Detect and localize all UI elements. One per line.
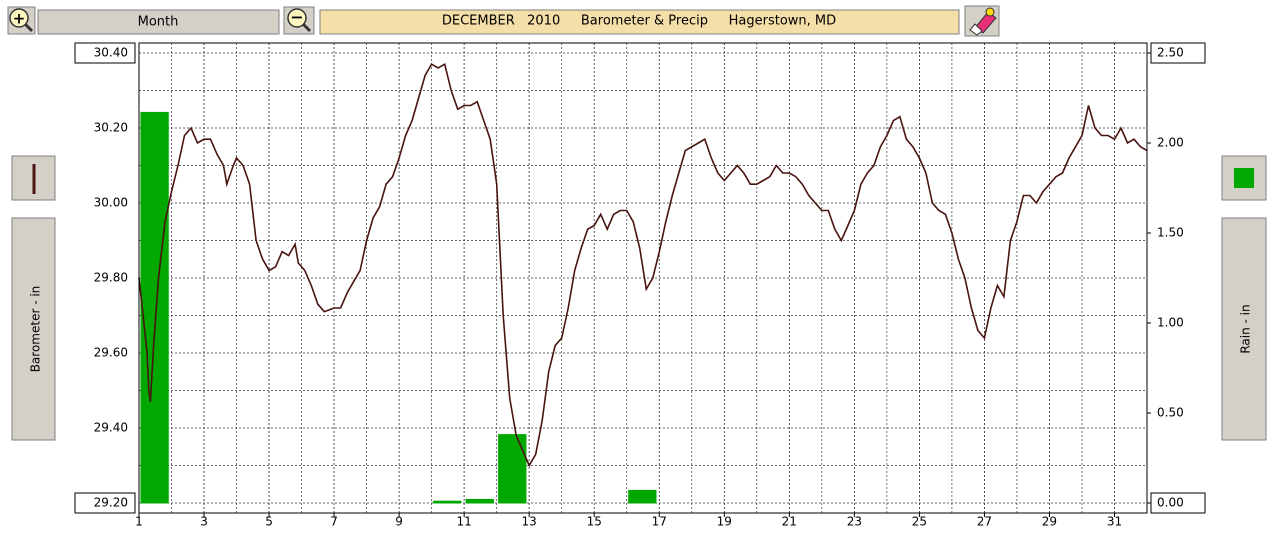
y2-tick-label: 0.00 xyxy=(1157,496,1184,510)
clear-button[interactable] xyxy=(964,5,1000,37)
y2-tick-label: 2.50 xyxy=(1157,46,1184,60)
rain-bar xyxy=(498,434,527,504)
x-tick-label: 27 xyxy=(977,515,992,529)
y2-tick-label: 1.50 xyxy=(1157,226,1184,240)
y-axis-label: Barometer - in xyxy=(29,286,43,373)
rain-bar xyxy=(433,500,462,504)
rain-legend xyxy=(1221,155,1267,201)
rain-bar xyxy=(465,498,494,504)
y2-tick-label: 0.50 xyxy=(1157,406,1184,420)
x-tick-label: 15 xyxy=(587,515,602,529)
svg-text:−: − xyxy=(290,8,303,27)
x-tick-label: 17 xyxy=(652,515,667,529)
x-tick-label: 13 xyxy=(522,515,537,529)
y-tick-label: 29.40 xyxy=(94,421,128,435)
x-tick-label: 19 xyxy=(717,515,732,529)
y-axis-panel xyxy=(11,217,56,441)
period-button[interactable] xyxy=(37,9,280,35)
x-tick-label: 7 xyxy=(330,515,338,529)
x-tick-label: 21 xyxy=(782,515,797,529)
title-box xyxy=(319,9,960,35)
x-tick-label: 29 xyxy=(1042,515,1057,529)
x-tick-label: 25 xyxy=(912,515,927,529)
zoom-in-button[interactable]: + xyxy=(7,6,36,35)
x-tick-label: 31 xyxy=(1107,515,1122,529)
y2-tick-label: 1.00 xyxy=(1157,316,1184,330)
y-tick-box xyxy=(74,42,136,64)
y-tick-label: 29.80 xyxy=(94,271,128,285)
x-tick-label: 23 xyxy=(847,515,862,529)
rain-bar xyxy=(628,489,657,504)
y2-tick-label: 2.00 xyxy=(1157,136,1184,150)
svg-text:+: + xyxy=(13,10,26,28)
y-tick-label: 29.20 xyxy=(94,496,128,510)
barometer-line xyxy=(138,62,1148,468)
y-tick-label: 29.60 xyxy=(94,346,128,360)
plot-frame xyxy=(138,42,1148,514)
chart-title: DECEMBER 2010 Barometer & Precip Hagerst… xyxy=(442,14,836,29)
barometer-legend xyxy=(11,155,56,201)
x-tick-label: 3 xyxy=(200,515,208,529)
period-button-label[interactable]: Month xyxy=(138,15,179,30)
x-tick-label: 11 xyxy=(457,515,472,529)
x-tick-label: 9 xyxy=(395,515,403,529)
x-tick-label: 1 xyxy=(135,515,143,529)
y-tick-box xyxy=(74,492,136,514)
y2-axis-label: Rain - in xyxy=(1239,304,1253,353)
y2-tick-box xyxy=(1150,492,1206,514)
y-tick-label: 30.00 xyxy=(94,196,128,210)
y-tick-label: 30.20 xyxy=(94,121,128,135)
x-tick-label: 5 xyxy=(265,515,273,529)
zoom-out-button[interactable]: − xyxy=(283,6,315,35)
rain-bar xyxy=(140,111,169,504)
y2-tick-box xyxy=(1150,42,1206,64)
y-tick-label: 30.40 xyxy=(94,46,128,60)
y2-axis-panel xyxy=(1221,217,1267,441)
